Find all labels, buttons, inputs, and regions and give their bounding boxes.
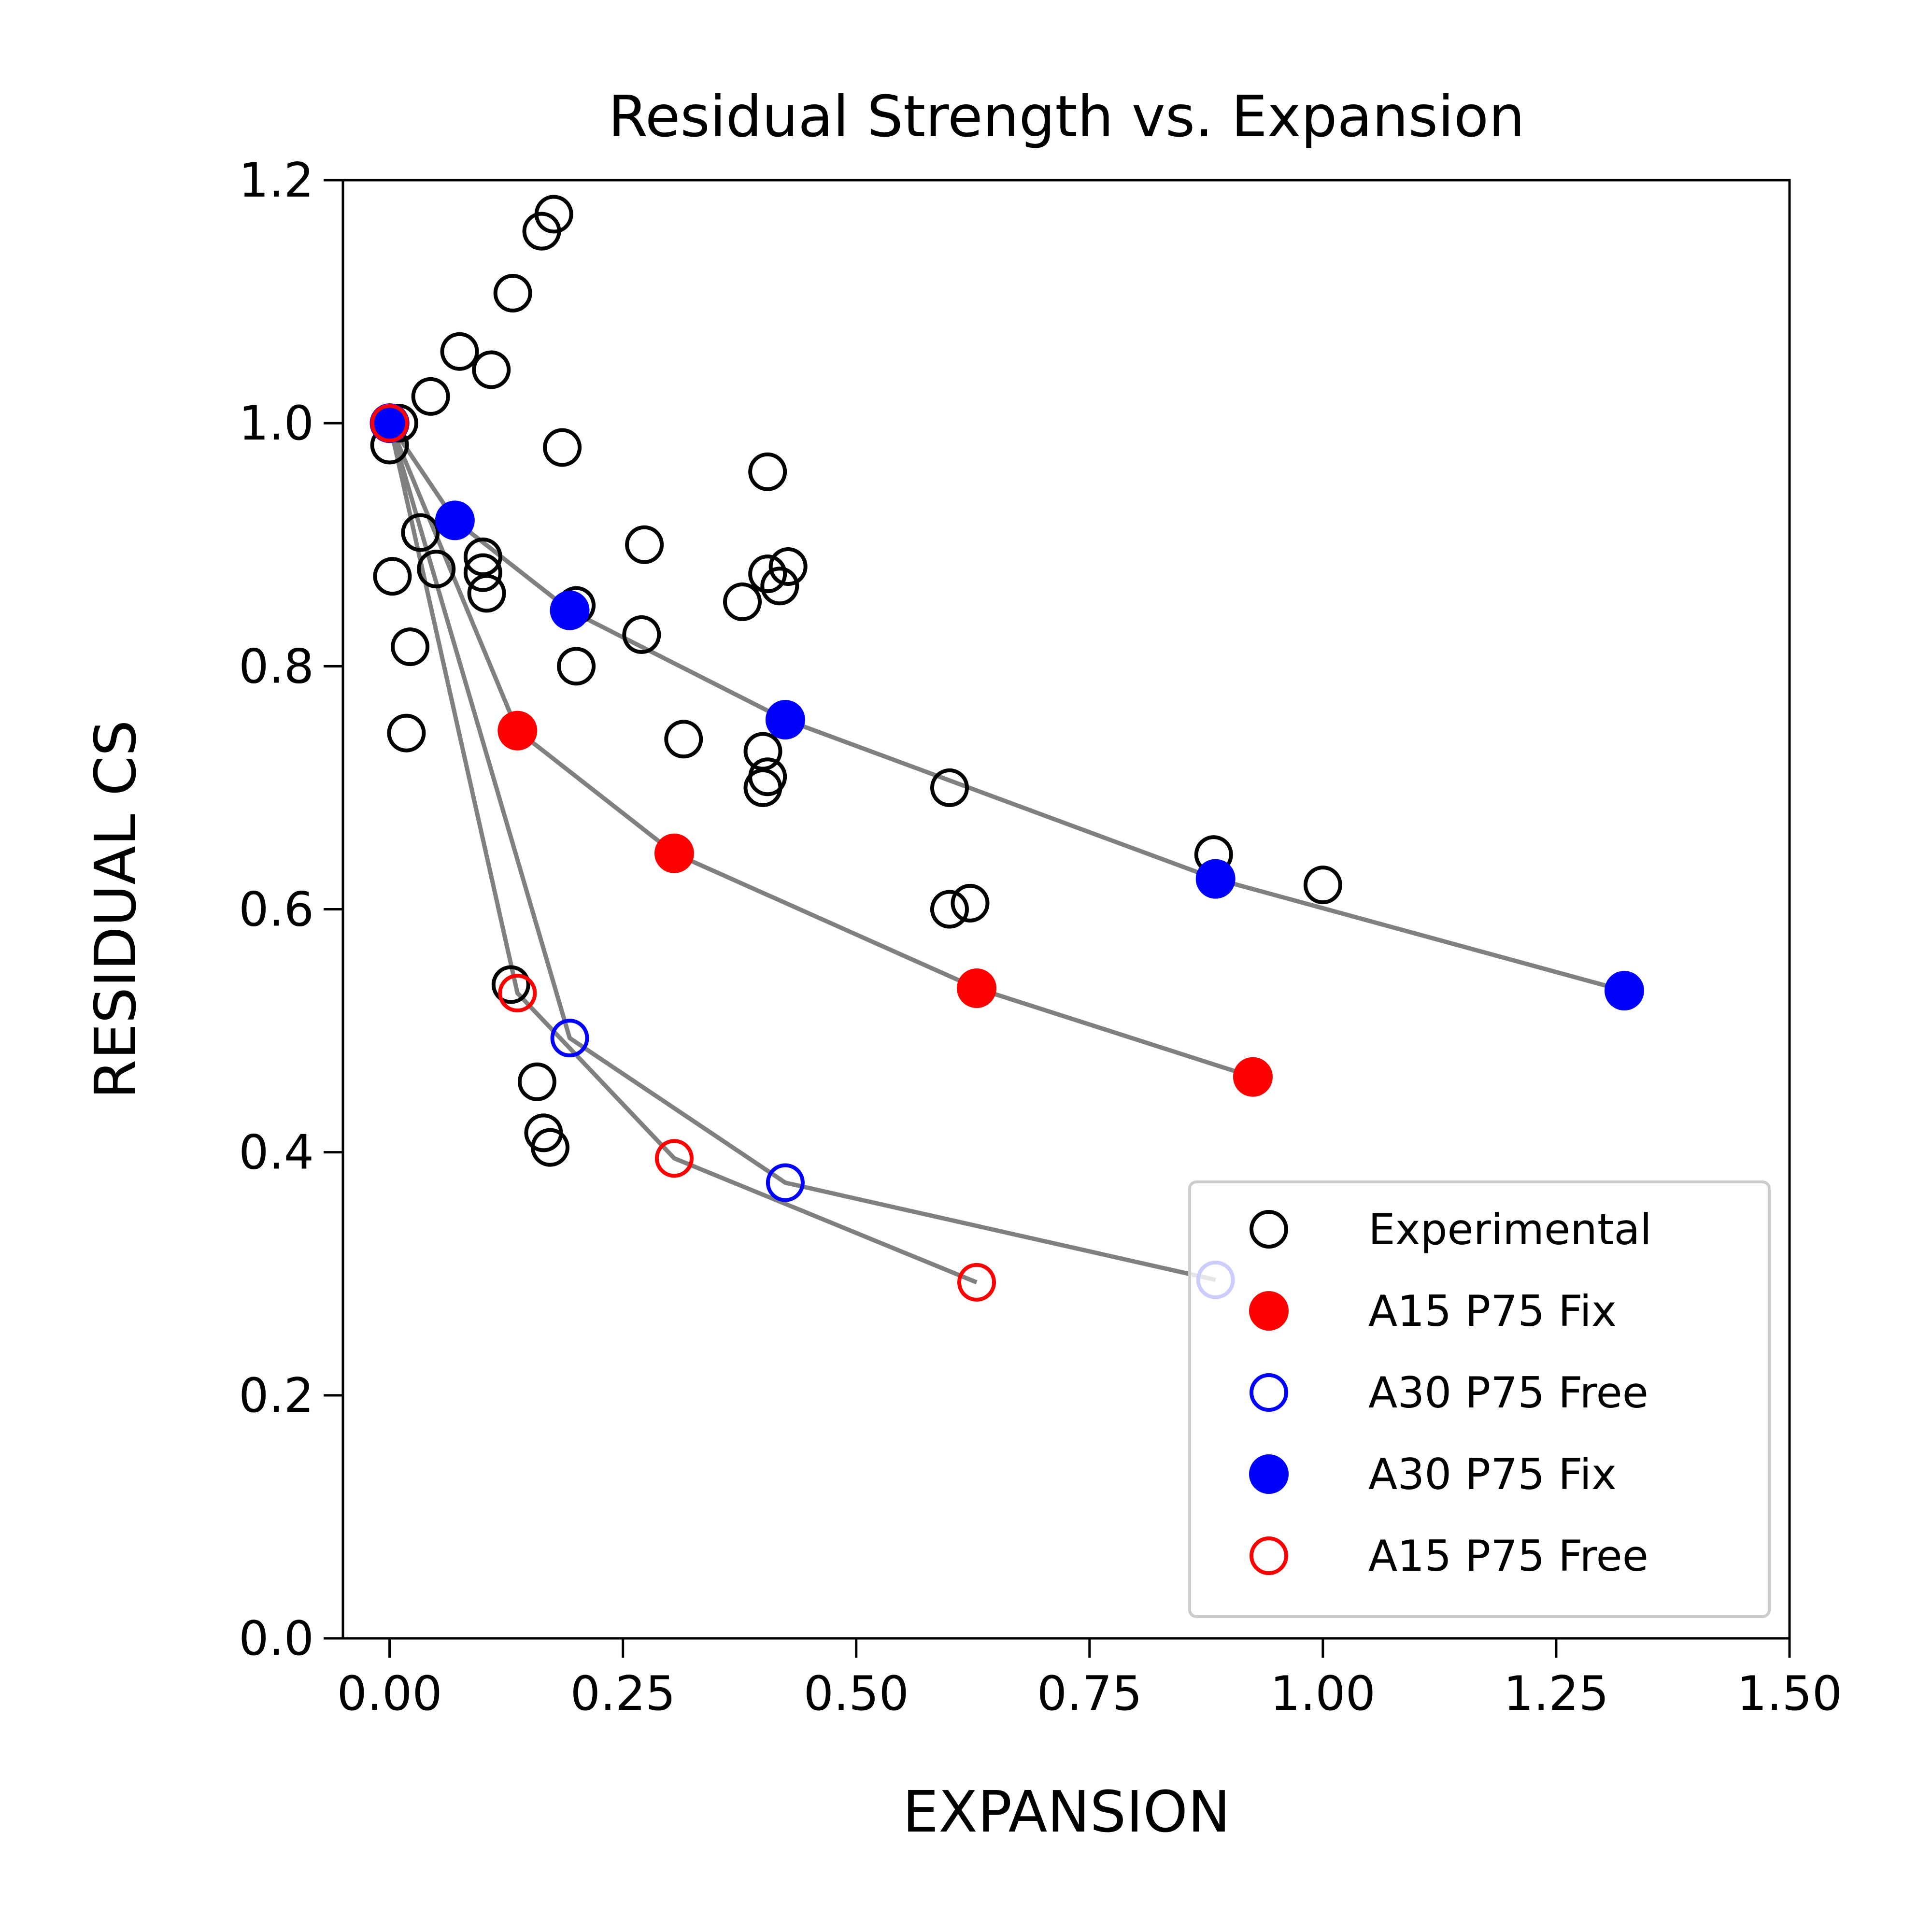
series-line-a15-p75-free xyxy=(387,423,978,1285)
data-point-experimental xyxy=(530,1128,569,1167)
data-point-a30-p75-fix xyxy=(1604,971,1644,1011)
legend-marker-a15-p75-free xyxy=(1250,1536,1288,1575)
series-line-a30-p75-free xyxy=(387,422,1216,1282)
data-point-experimental xyxy=(463,553,502,592)
data-point-experimental xyxy=(534,195,573,234)
legend-box xyxy=(1188,1180,1771,1618)
x-tick-label: 0.50 xyxy=(804,1666,909,1721)
data-point-a30-p75-free xyxy=(550,1019,589,1058)
data-point-experimental xyxy=(930,768,969,807)
legend-marker-a30-p75-free xyxy=(1250,1373,1288,1412)
data-point-experimental xyxy=(517,1062,556,1101)
data-point-experimental xyxy=(491,965,530,1004)
data-point-a30-p75-fix xyxy=(765,700,805,740)
x-axis-ticks: 0.00 0.25 0.50 0.75 1.00 1.25 1.50 xyxy=(337,1638,1842,1721)
data-point-experimental xyxy=(748,452,787,491)
data-point-experimental xyxy=(768,547,808,586)
legend-label-a15-p75-fix: A15 P75 Fix xyxy=(1368,1286,1617,1336)
x-axis-label: EXPANSION xyxy=(903,1778,1231,1845)
data-point-experimental xyxy=(1303,866,1342,905)
data-point-experimental xyxy=(625,525,664,564)
data-point-experimental xyxy=(440,332,479,371)
x-tick-label: 0.75 xyxy=(1037,1666,1142,1721)
data-point-experimental xyxy=(748,554,787,594)
legend: Experimental A15 P75 Fix A30 P75 Free A30 P… xyxy=(1188,1180,1771,1618)
data-point-experimental xyxy=(951,883,990,923)
x-tick-label: 0.00 xyxy=(337,1666,442,1721)
data-point-a30-p75-fix xyxy=(435,500,475,540)
data-point-experimental xyxy=(622,615,661,654)
y-tick-label: 1.2 xyxy=(239,153,314,208)
y-tick-label: 0.6 xyxy=(239,882,314,938)
data-point-a15-p75-free xyxy=(498,974,537,1013)
data-point-experimental xyxy=(467,574,506,613)
x-tick-label: 1.00 xyxy=(1270,1666,1376,1721)
y-axis-ticks: 0.0 0.2 0.4 0.6 0.8 1.0 1.2 xyxy=(239,153,343,1666)
data-point-a15-p75-free xyxy=(654,1139,694,1178)
data-point-a15-p75-fix xyxy=(654,833,694,873)
data-point-experimental xyxy=(373,557,412,596)
x-tick-label: 0.25 xyxy=(570,1666,676,1721)
data-point-a15-p75-fix xyxy=(497,710,538,751)
y-tick-label: 0.4 xyxy=(239,1125,314,1180)
data-point-experimental xyxy=(391,627,430,667)
data-point-a15-p75-free xyxy=(957,1263,996,1302)
data-point-experimental xyxy=(748,757,787,796)
data-point-experimental xyxy=(723,582,762,621)
data-point-experimental xyxy=(417,550,456,589)
legend-label-a15-p75-free: A15 P75 Free xyxy=(1368,1531,1648,1581)
x-tick-label: 1.50 xyxy=(1737,1666,1842,1721)
data-point-a30-p75-fix xyxy=(1195,859,1236,899)
data-point-experimental xyxy=(472,350,511,389)
data-point-a15-p75-fix xyxy=(957,968,997,1009)
y-axis-label: RESIDUAL CS xyxy=(82,720,149,1099)
x-tick-label: 1.25 xyxy=(1504,1666,1609,1721)
legend-label-experimental: Experimental xyxy=(1368,1205,1652,1254)
chart-title: Residual Strength vs. Expansion xyxy=(608,83,1525,150)
data-point-experimental xyxy=(664,720,703,759)
data-point-experimental xyxy=(557,647,596,686)
y-tick-label: 1.0 xyxy=(239,396,314,451)
y-tick-label: 0.0 xyxy=(239,1611,314,1666)
data-point-experimental xyxy=(463,537,502,576)
data-point-a30-p75-fix xyxy=(369,403,410,443)
data-point-experimental xyxy=(401,513,440,552)
data-point-a15-p75-free xyxy=(370,404,409,443)
data-point-a30-p75-free xyxy=(766,1163,805,1202)
data-point-a30-p75-fix xyxy=(550,590,590,630)
data-point-experimental xyxy=(493,273,532,313)
y-tick-label: 0.8 xyxy=(239,639,314,694)
data-point-experimental xyxy=(411,377,450,416)
legend-label-a30-p75-fix: A30 P75 Fix xyxy=(1368,1449,1617,1499)
data-point-experimental xyxy=(930,890,969,929)
data-point-experimental xyxy=(387,713,426,753)
data-point-a15-p75-fix xyxy=(1233,1057,1273,1097)
data-point-experimental xyxy=(543,428,582,467)
legend-label-a30-p75-free: A30 P75 Free xyxy=(1368,1368,1648,1418)
legend-marker-experimental xyxy=(1250,1210,1288,1249)
data-point-experimental xyxy=(760,567,799,606)
y-tick-label: 0.2 xyxy=(239,1368,314,1423)
legend-marker-a30-p75-fix xyxy=(1249,1454,1289,1494)
legend-marker-a15-p75-fix xyxy=(1249,1291,1289,1331)
series-markers xyxy=(369,195,1644,1302)
